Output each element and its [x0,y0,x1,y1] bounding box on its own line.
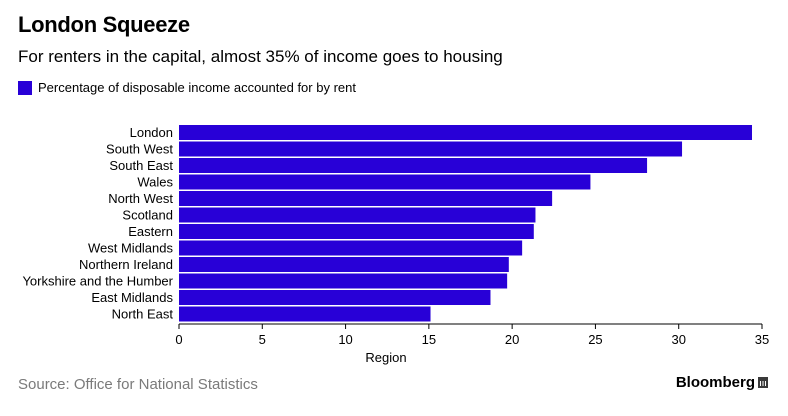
category-label: Scotland [122,208,173,223]
brand-logo: Bloomberg [676,374,768,391]
bar-yorkshire-and-the-humber [179,273,508,289]
legend-swatch [18,80,32,95]
category-label: Wales [137,175,173,190]
category-label: West Midlands [88,241,174,256]
bar-chart-icon [758,377,768,388]
category-label: Northern Ireland [79,257,173,272]
category-label: East Midlands [91,290,173,305]
x-ticks-group: 0 5 10 15 20 25 30 35 [175,324,769,347]
legend-label: Percentage of disposable income accounte… [38,80,356,95]
bar-east-midlands [179,290,491,305]
bar-northern-ireland [179,257,509,272]
brand-name: Bloomberg [675,374,755,391]
x-tick-label: 10 [338,332,352,347]
bar-north-west [179,191,553,206]
bar-scotland [179,207,536,223]
x-tick-label: 20 [505,332,519,347]
x-tick-label: 0 [175,332,182,347]
bar-eastern [179,224,534,239]
source-note: Source: Office for National Statistics [18,376,258,393]
x-tick-label: 30 [671,332,685,347]
category-label: South East [109,158,173,173]
category-label: North East [112,307,174,322]
chart-title: London Squeeze [18,12,190,37]
chart-subtitle: For renters in the capital, almost 35% o… [18,47,503,66]
x-tick-label: 5 [259,332,266,347]
bar-south-east [179,158,648,173]
category-label: North West [108,191,173,206]
category-label: Yorkshire and the Humber [22,274,173,289]
bars-group [179,125,753,322]
bar-london [179,125,753,140]
bar-west-midlands [179,240,523,256]
bar-north-east [179,306,431,322]
x-axis-label: Region [365,350,406,365]
x-tick-label: 25 [588,332,602,347]
category-label: London [130,125,173,140]
category-label: South West [106,142,173,157]
x-tick-label: 15 [422,332,436,347]
legend: Percentage of disposable income accounte… [18,80,356,95]
x-tick-label: 35 [755,332,769,347]
bar-south-west [179,141,683,157]
bar-wales [179,174,591,190]
category-label: Eastern [128,224,173,239]
